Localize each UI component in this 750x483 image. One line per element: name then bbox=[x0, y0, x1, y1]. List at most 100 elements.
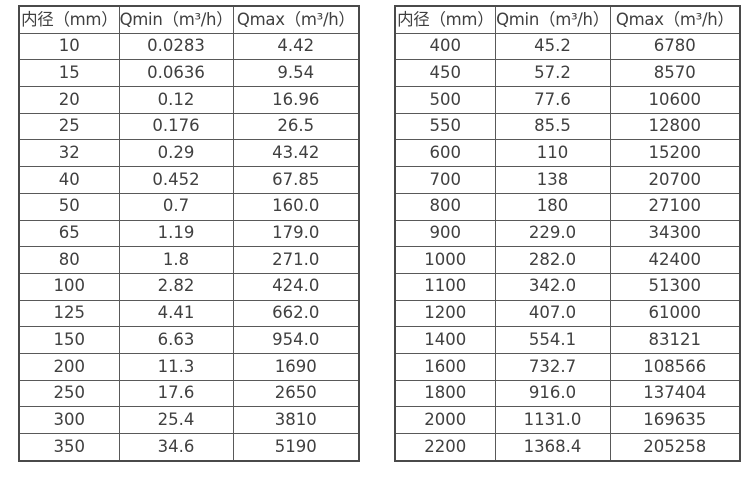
cell: 34.6 bbox=[118, 432, 234, 462]
cell: 700 bbox=[394, 166, 496, 194]
cell: 138 bbox=[494, 166, 611, 194]
cell: 1100 bbox=[394, 272, 496, 301]
cell: 179.0 bbox=[232, 219, 360, 248]
flow-table-right: 内径（mm） Qmin（m³/h） Qmax（m³/h） 400 45.2 6780 450… bbox=[394, 5, 741, 462]
table-row: 1000 282.0 42400 bbox=[394, 246, 741, 274]
table-row: 900 229.0 34300 bbox=[394, 219, 741, 248]
cell: 3810 bbox=[232, 406, 360, 434]
cell: 80 bbox=[18, 246, 120, 274]
table-row: 350 34.6 5190 bbox=[18, 432, 360, 462]
cell: 100 bbox=[18, 272, 120, 301]
cell: 205258 bbox=[609, 432, 741, 462]
column-header: Qmin（m³/h） bbox=[118, 5, 234, 34]
table-row: 1100 342.0 51300 bbox=[394, 272, 741, 301]
table-row: 1600 732.7 108566 bbox=[394, 352, 741, 381]
cell: 25.4 bbox=[118, 406, 234, 434]
table-row: 450 57.2 8570 bbox=[394, 59, 741, 88]
cell: 1.19 bbox=[118, 219, 234, 248]
table-row: 1400 554.1 83121 bbox=[394, 326, 741, 354]
cell: 40 bbox=[18, 166, 120, 194]
cell: 500 bbox=[394, 86, 496, 114]
cell: 160.0 bbox=[232, 192, 360, 221]
cell: 300 bbox=[18, 406, 120, 434]
table-row: 80 1.8 271.0 bbox=[18, 246, 360, 274]
cell: 1400 bbox=[394, 326, 496, 354]
table-row: 25 0.176 26.5 bbox=[18, 112, 360, 141]
cell: 600 bbox=[394, 139, 496, 168]
cell: 85.5 bbox=[494, 112, 611, 141]
flow-rate-tables-page: 内径（mm） Qmin（m³/h） Qmax（m³/h） 10 0.0283 4.42 15… bbox=[18, 5, 741, 462]
table-row: 2200 1368.4 205258 bbox=[394, 432, 741, 462]
table-row: 550 85.5 12800 bbox=[394, 112, 741, 141]
cell: 0.452 bbox=[118, 166, 234, 194]
cell: 1690 bbox=[232, 352, 360, 381]
header-row: 内径（mm） Qmin（m³/h） Qmax（m³/h） bbox=[394, 5, 741, 34]
cell: 16.96 bbox=[232, 86, 360, 114]
cell: 12800 bbox=[609, 112, 741, 141]
column-header: Qmax（m³/h） bbox=[232, 5, 360, 34]
cell: 6780 bbox=[609, 32, 741, 61]
cell: 4.41 bbox=[118, 299, 234, 328]
cell: 2.82 bbox=[118, 272, 234, 301]
column-header: 内径（mm） bbox=[18, 5, 120, 34]
column-header: Qmin（m³/h） bbox=[494, 5, 611, 34]
flow-table-left: 内径（mm） Qmin（m³/h） Qmax（m³/h） 10 0.0283 4.42 15… bbox=[18, 5, 360, 462]
cell: 2200 bbox=[394, 432, 496, 462]
cell: 5190 bbox=[232, 432, 360, 462]
cell: 6.63 bbox=[118, 326, 234, 354]
cell: 27100 bbox=[609, 192, 741, 221]
cell: 424.0 bbox=[232, 272, 360, 301]
cell: 450 bbox=[394, 59, 496, 88]
cell: 1600 bbox=[394, 352, 496, 381]
table-row: 600 110 15200 bbox=[394, 139, 741, 168]
cell: 271.0 bbox=[232, 246, 360, 274]
cell: 77.6 bbox=[494, 86, 611, 114]
cell: 4.42 bbox=[232, 32, 360, 61]
cell: 1200 bbox=[394, 299, 496, 328]
cell: 1000 bbox=[394, 246, 496, 274]
cell: 0.7 bbox=[118, 192, 234, 221]
cell: 200 bbox=[18, 352, 120, 381]
table-row: 500 77.6 10600 bbox=[394, 86, 741, 114]
cell: 0.0283 bbox=[118, 32, 234, 61]
table-row: 10 0.0283 4.42 bbox=[18, 32, 360, 61]
cell: 15 bbox=[18, 59, 120, 88]
table-row: 800 180 27100 bbox=[394, 192, 741, 221]
cell: 350 bbox=[18, 432, 120, 462]
cell: 15200 bbox=[609, 139, 741, 168]
header-row: 内径（mm） Qmin（m³/h） Qmax（m³/h） bbox=[18, 5, 360, 34]
cell: 8570 bbox=[609, 59, 741, 88]
cell: 282.0 bbox=[494, 246, 611, 274]
cell: 1800 bbox=[394, 379, 496, 408]
cell: 110 bbox=[494, 139, 611, 168]
table-row: 300 25.4 3810 bbox=[18, 406, 360, 434]
table-row: 50 0.7 160.0 bbox=[18, 192, 360, 221]
table-row: 20 0.12 16.96 bbox=[18, 86, 360, 114]
table-row: 150 6.63 954.0 bbox=[18, 326, 360, 354]
table-row: 2000 1131.0 169635 bbox=[394, 406, 741, 434]
cell: 11.3 bbox=[118, 352, 234, 381]
cell: 407.0 bbox=[494, 299, 611, 328]
column-header: 内径（mm） bbox=[394, 5, 496, 34]
cell: 250 bbox=[18, 379, 120, 408]
cell: 342.0 bbox=[494, 272, 611, 301]
cell: 169635 bbox=[609, 406, 741, 434]
cell: 180 bbox=[494, 192, 611, 221]
cell: 900 bbox=[394, 219, 496, 248]
cell: 800 bbox=[394, 192, 496, 221]
cell: 61000 bbox=[609, 299, 741, 328]
column-header: Qmax（m³/h） bbox=[609, 5, 741, 34]
table-row: 250 17.6 2650 bbox=[18, 379, 360, 408]
table-row: 400 45.2 6780 bbox=[394, 32, 741, 61]
cell: 108566 bbox=[609, 352, 741, 381]
cell: 50 bbox=[18, 192, 120, 221]
cell: 51300 bbox=[609, 272, 741, 301]
cell: 150 bbox=[18, 326, 120, 354]
table-row: 1800 916.0 137404 bbox=[394, 379, 741, 408]
cell: 0.0636 bbox=[118, 59, 234, 88]
cell: 662.0 bbox=[232, 299, 360, 328]
table-row: 700 138 20700 bbox=[394, 166, 741, 194]
cell: 20700 bbox=[609, 166, 741, 194]
cell: 1131.0 bbox=[494, 406, 611, 434]
cell: 34300 bbox=[609, 219, 741, 248]
